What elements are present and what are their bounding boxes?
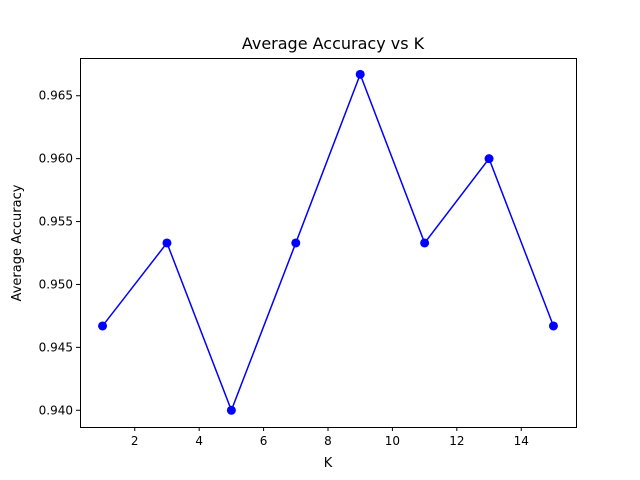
data-point: [355, 69, 365, 79]
x-tick-label: 4: [195, 434, 203, 448]
data-point: [420, 238, 430, 248]
x-tick-label: 8: [324, 434, 332, 448]
series-layer: [98, 69, 558, 415]
y-axis: 0.940 0.945 0.950 0.955 0.960 0.965: [39, 89, 80, 417]
y-tick-label: 0.950: [39, 277, 73, 291]
y-tick-label: 0.955: [39, 215, 73, 229]
x-axis: 2 4 6 8 10 12 14: [131, 427, 529, 448]
y-tick-label: 0.940: [39, 403, 73, 417]
series-line: [101, 72, 555, 413]
y-tick-label: 0.960: [39, 152, 73, 166]
x-axis-label: K: [324, 456, 333, 471]
data-point: [226, 405, 236, 415]
x-tick-label: 14: [514, 434, 529, 448]
data-point: [291, 238, 301, 248]
chart-title: Average Accuracy vs K: [242, 34, 425, 53]
y-tick-label: 0.965: [39, 89, 73, 103]
data-point: [484, 154, 494, 164]
data-point: [162, 238, 172, 248]
x-tick-label: 12: [449, 434, 464, 448]
x-tick-label: 6: [260, 434, 268, 448]
y-tick-label: 0.945: [39, 340, 73, 354]
x-tick-label: 10: [385, 434, 400, 448]
data-point: [98, 321, 108, 331]
data-point: [548, 321, 558, 331]
x-tick-label: 2: [131, 434, 139, 448]
y-axis-label: Average Accuracy: [10, 184, 25, 301]
